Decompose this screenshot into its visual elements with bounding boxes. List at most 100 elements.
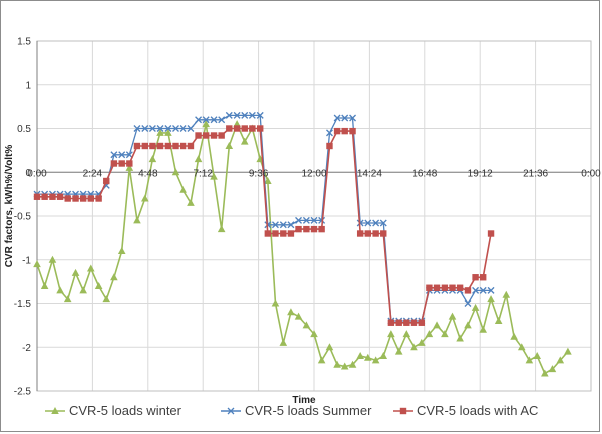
data-point [156, 125, 164, 132]
data-point [179, 142, 187, 150]
legend-item: CVR-5 loads Summer [221, 403, 372, 418]
data-point [494, 317, 503, 324]
x-tick-label: 0:00 [581, 168, 601, 179]
series-3 [33, 125, 495, 326]
data-point [548, 365, 557, 373]
data-point [33, 193, 41, 200]
data-point [110, 160, 118, 167]
data-point [118, 151, 126, 159]
data-point [379, 352, 388, 359]
data-point [40, 282, 49, 289]
data-point [210, 132, 218, 139]
data-point [356, 352, 364, 359]
data-point [203, 132, 210, 139]
data-point [280, 230, 287, 237]
data-point [256, 111, 264, 119]
data-point [487, 286, 495, 294]
data-point [164, 125, 172, 132]
data-point [126, 160, 133, 167]
data-point [118, 160, 125, 167]
tick-labels: 1.5 1 0.5 0 -0.5 -1 -1.5 -2 -2.5 0:00 2:24 4:48 7:12… [14, 37, 601, 398]
data-point [194, 155, 203, 163]
data-point [248, 111, 256, 119]
data-point [517, 343, 526, 351]
data-point [372, 219, 380, 227]
data-point [271, 221, 279, 229]
data-point [417, 338, 426, 346]
data-point [272, 230, 279, 237]
y-tick-label: -2.5 [14, 387, 32, 398]
data-point [187, 125, 195, 132]
legend-label: CVR-5 loads winter [69, 403, 182, 418]
data-point [510, 332, 518, 340]
data-point [441, 284, 449, 291]
data-point [226, 125, 233, 132]
data-point [225, 111, 233, 119]
data-point [217, 225, 226, 233]
data-point [179, 185, 187, 193]
data-point [287, 221, 295, 229]
data-point [502, 290, 511, 298]
legend-item: CVR-5 loads winter [45, 403, 182, 418]
data-point [187, 142, 195, 150]
data-point [202, 120, 211, 128]
data-point [233, 111, 241, 119]
grid [36, 40, 592, 392]
data-point [326, 142, 333, 150]
data-point [333, 360, 341, 368]
data-point [103, 177, 110, 185]
data-point [56, 193, 64, 200]
data-point [125, 163, 134, 171]
data-point [433, 284, 441, 291]
data-point [195, 132, 202, 139]
data-point [148, 155, 157, 163]
data-point [325, 343, 334, 351]
data-point [249, 125, 256, 132]
legend-swatch-marker [227, 407, 235, 415]
data-point [556, 356, 565, 364]
x-tick-label: 7:12 [193, 168, 213, 179]
y-axis-label: CVR factors, kWh%/Volt% [4, 145, 15, 268]
data-point [433, 321, 441, 329]
data-point [479, 325, 488, 333]
x-tick-label: 19:12 [468, 168, 493, 179]
data-point [310, 330, 318, 338]
data-point [464, 287, 472, 294]
data-point [140, 194, 149, 202]
data-point [340, 362, 349, 370]
data-point [86, 264, 95, 272]
data-point [56, 286, 64, 294]
y-tick-label: -1 [22, 255, 31, 266]
data-point [117, 247, 126, 254]
data-point [210, 116, 218, 124]
data-point [449, 284, 456, 291]
y-tick-label: 1 [25, 80, 31, 91]
x-tick-label: 16:48 [412, 168, 437, 179]
data-point [456, 284, 464, 291]
data-point [48, 255, 57, 263]
data-point [33, 260, 41, 268]
data-point [410, 319, 418, 326]
data-point [172, 142, 179, 150]
data-point [456, 334, 464, 342]
data-point [102, 295, 111, 303]
data-point [441, 330, 449, 338]
data-point [380, 230, 387, 237]
legend: CVR-5 loads winter CVR-5 loads Summer CVR-… [45, 403, 538, 418]
data-point [387, 319, 395, 326]
data-point [64, 195, 71, 202]
data-point [271, 299, 280, 307]
data-point [479, 286, 487, 294]
data-point [425, 330, 434, 338]
data-point [149, 142, 156, 150]
data-point [348, 360, 357, 368]
data-point [171, 168, 180, 176]
data-point [333, 114, 341, 122]
x-tick-label: 14:24 [357, 168, 382, 179]
data-point [317, 356, 326, 364]
data-point [141, 142, 148, 150]
data-point [241, 111, 249, 119]
data-point [410, 343, 418, 351]
data-point [141, 125, 149, 132]
